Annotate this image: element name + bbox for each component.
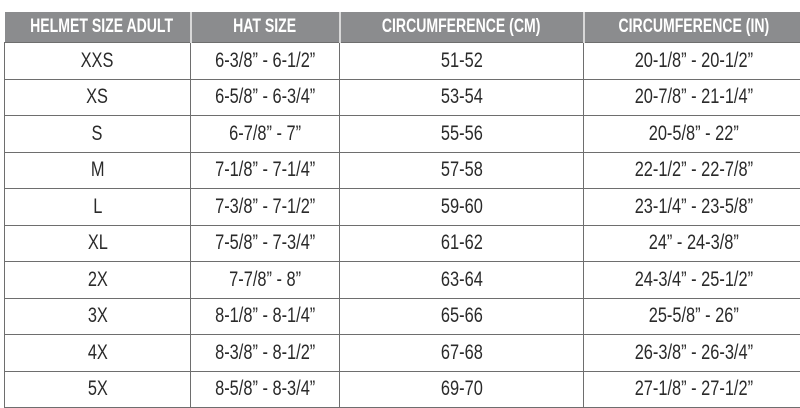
helmet-size-cell: 4X — [5, 335, 191, 372]
helmet-size-cell: 3X — [5, 298, 191, 335]
circumference-in-cell: 22-1/2” - 22-7/8” — [584, 152, 800, 189]
helmet-size-cell: XXS — [5, 43, 191, 80]
helmet-size-cell: M — [5, 152, 191, 189]
helmet-size-cell: L — [5, 189, 191, 226]
circumference-cm-cell: 53-54 — [340, 79, 584, 116]
hat-size-cell: 7-3/8” - 7-1/2” — [191, 189, 340, 226]
circumference-in-cell: 27-1/8” - 27-1/2” — [584, 371, 800, 408]
header-hat-size: HAT SIZE — [191, 12, 340, 43]
helmet-size-cell: XL — [5, 225, 191, 262]
circumference-cm-cell: 61-62 — [340, 225, 584, 262]
circumference-in-cell: 25-5/8” - 26” — [584, 298, 800, 335]
hat-size-cell: 8-1/8” - 8-1/4” — [191, 298, 340, 335]
circumference-cm-cell: 51-52 — [340, 43, 584, 80]
helmet-size-cell: S — [5, 116, 191, 153]
circumference-in-cell: 20-1/8” - 20-1/2” — [584, 43, 800, 80]
circumference-in-cell: 24” - 24-3/8” — [584, 225, 800, 262]
circumference-cm-cell: 63-64 — [340, 262, 584, 299]
circumference-cm-cell: 69-70 — [340, 371, 584, 408]
circumference-cm-cell: 57-58 — [340, 152, 584, 189]
header-circumference-cm: CIRCUMFERENCE (CM) — [340, 12, 584, 43]
circumference-cm-cell: 67-68 — [340, 335, 584, 372]
helmet-size-cell: 5X — [5, 371, 191, 408]
circumference-cm-cell: 59-60 — [340, 189, 584, 226]
header-helmet-size: HELMET SIZE ADULT — [5, 12, 191, 43]
hat-size-cell: 6-7/8” - 7” — [191, 116, 340, 153]
helmet-size-table: HELMET SIZE ADULT HAT SIZE CIRCUMFERENCE… — [4, 12, 800, 408]
circumference-in-cell: 20-5/8” - 22” — [584, 116, 800, 153]
circumference-in-cell: 23-1/4” - 23-5/8” — [584, 189, 800, 226]
hat-size-cell: 6-5/8” - 6-3/4” — [191, 79, 340, 116]
header-row: HELMET SIZE ADULT HAT SIZE CIRCUMFERENCE… — [5, 12, 800, 43]
header-circumference-in: CIRCUMFERENCE (IN) — [584, 12, 800, 43]
helmet-size-cell: 2X — [5, 262, 191, 299]
hat-size-cell: 7-5/8” - 7-3/4” — [191, 225, 340, 262]
circumference-in-cell: 26-3/8” - 26-3/4” — [584, 335, 800, 372]
circumference-in-cell: 24-3/4” - 25-1/2” — [584, 262, 800, 299]
hat-size-cell: 7-7/8” - 8” — [191, 262, 340, 299]
hat-size-cell: 8-5/8” - 8-3/4” — [191, 371, 340, 408]
circumference-cm-cell: 65-66 — [340, 298, 584, 335]
hat-size-cell: 6-3/8” - 6-1/2” — [191, 43, 340, 80]
circumference-in-cell: 20-7/8” - 21-1/4” — [584, 79, 800, 116]
hat-size-cell: 7-1/8” - 7-1/4” — [191, 152, 340, 189]
hat-size-cell: 8-3/8” - 8-1/2” — [191, 335, 340, 372]
helmet-size-cell: XS — [5, 79, 191, 116]
circumference-cm-cell: 55-56 — [340, 116, 584, 153]
